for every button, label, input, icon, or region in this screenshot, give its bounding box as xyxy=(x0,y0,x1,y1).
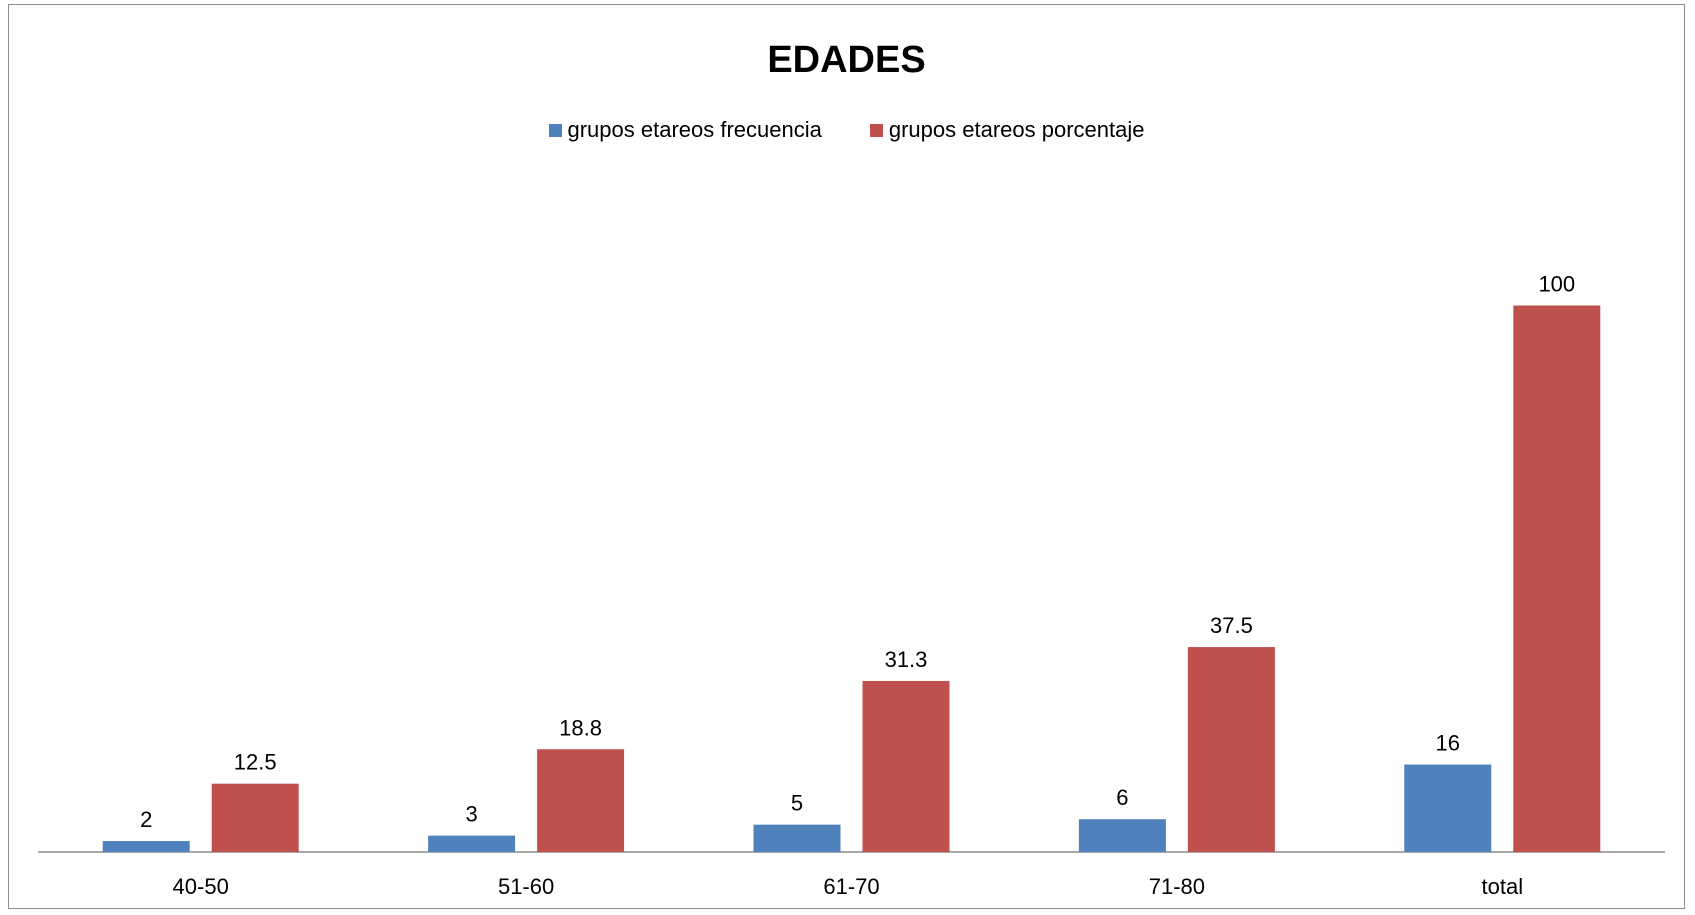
bar-porcentaje-total xyxy=(1513,305,1601,852)
bar-frecuencia-40-50 xyxy=(102,841,190,852)
bar-porcentaje-71-80 xyxy=(1187,647,1275,852)
data-label-frecuencia-51-60: 3 xyxy=(465,802,477,827)
data-label-porcentaje-51-60: 18.8 xyxy=(559,715,602,740)
bar-porcentaje-51-60 xyxy=(537,749,625,852)
x-tick-label-51-60: 51-60 xyxy=(498,874,554,899)
data-label-frecuencia-40-50: 2 xyxy=(140,807,152,832)
legend-item-frecuencia: grupos etareos frecuencia xyxy=(548,117,822,143)
chart-title: EDADES xyxy=(767,39,926,81)
data-label-frecuencia-total: 16 xyxy=(1436,731,1460,756)
legend: grupos etareos frecuencia grupos etareos… xyxy=(9,117,1684,143)
legend-item-porcentaje: grupos etareos porcentaje xyxy=(869,117,1145,143)
data-label-porcentaje-71-80: 37.5 xyxy=(1210,613,1253,638)
data-label-frecuencia-71-80: 6 xyxy=(1116,785,1128,810)
chart-frame: EDADES grupos etareos frecuencia grupos … xyxy=(8,4,1685,909)
bar-frecuencia-total xyxy=(1404,764,1492,852)
x-tick-label-40-50: 40-50 xyxy=(173,874,229,899)
bar-frecuencia-51-60 xyxy=(428,835,516,852)
legend-label-porcentaje: grupos etareos porcentaje xyxy=(888,117,1145,142)
x-tick-label-61-70: 61-70 xyxy=(823,874,879,899)
data-label-frecuencia-61-70: 5 xyxy=(791,791,803,816)
data-label-porcentaje-40-50: 12.5 xyxy=(234,750,277,775)
data-label-porcentaje-total: 100 xyxy=(1538,272,1575,297)
x-tick-label-total: total xyxy=(1482,874,1524,899)
x-tick-label-71-80: 71-80 xyxy=(1149,874,1205,899)
legend-swatch-porcentaje xyxy=(869,123,883,137)
legend-swatch-frecuencia xyxy=(548,123,562,137)
bar-frecuencia-71-80 xyxy=(1078,819,1166,852)
bar-porcentaje-61-70 xyxy=(862,680,950,852)
bar-porcentaje-40-50 xyxy=(211,783,299,852)
bar-frecuencia-61-70 xyxy=(753,824,841,852)
data-label-porcentaje-61-70: 31.3 xyxy=(885,647,928,672)
legend-label-frecuencia: grupos etareos frecuencia xyxy=(567,117,822,142)
